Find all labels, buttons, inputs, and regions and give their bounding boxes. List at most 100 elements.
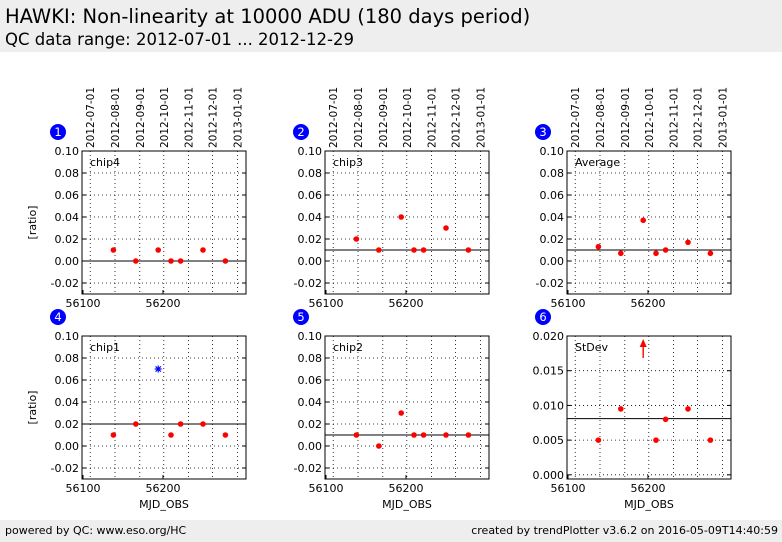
data-point[interactable] [168, 258, 174, 264]
panel-badge-number: 3 [539, 125, 546, 139]
data-point[interactable] [662, 416, 669, 423]
outlier-point[interactable] [155, 365, 162, 373]
x-tick-label: 56100 [551, 297, 586, 310]
data-point[interactable] [200, 421, 206, 427]
data-point[interactable] [653, 437, 659, 443]
data-point[interactable] [376, 247, 382, 253]
data-point[interactable] [685, 406, 691, 412]
data-point[interactable] [155, 247, 161, 253]
data-point[interactable] [618, 250, 624, 257]
data-point[interactable] [662, 247, 669, 253]
top-date-label: 2012-11-01 [427, 87, 439, 148]
data-point[interactable] [618, 406, 624, 412]
panel-label: chip4 [90, 156, 120, 169]
x-tick-label: 56100 [66, 482, 101, 495]
data-point[interactable] [133, 421, 139, 427]
data-point[interactable] [376, 443, 382, 449]
data-point[interactable] [707, 250, 714, 257]
plot-frame [324, 150, 490, 295]
panel-badge [293, 309, 309, 325]
data-point[interactable] [420, 247, 427, 253]
top-date-label: 2012-09-01 [135, 87, 147, 148]
data-point[interactable] [595, 243, 602, 250]
y-tick-label: 0.00 [55, 440, 80, 453]
data-point[interactable] [168, 432, 174, 438]
x-axis-label: MJD_OBS [624, 498, 674, 511]
y-tick-label: 0.10 [298, 145, 323, 158]
panel-label: chip1 [90, 341, 120, 354]
plot-frame [566, 335, 732, 480]
data-point[interactable] [420, 432, 427, 438]
data-point[interactable] [177, 258, 184, 264]
data-point[interactable] [640, 217, 646, 224]
y-tick-label: 0.000 [533, 469, 565, 482]
data-point[interactable] [133, 258, 139, 264]
panel-label: Average [575, 156, 620, 169]
y-tick-label: 0.08 [298, 352, 323, 365]
top-date-label: 2012-12-01 [693, 87, 705, 148]
y-tick-label: 0.020 [533, 330, 565, 343]
data-point[interactable] [200, 247, 206, 253]
data-point[interactable] [465, 247, 472, 253]
data-point[interactable] [398, 214, 405, 220]
data-point[interactable] [411, 247, 417, 253]
panel-badge-number: 2 [297, 125, 304, 139]
data-point[interactable] [222, 432, 229, 438]
top-date-label: 2012-08-01 [595, 87, 607, 148]
data-point[interactable] [353, 236, 360, 242]
x-tick-label: 56200 [389, 482, 424, 495]
data-point[interactable] [685, 239, 691, 246]
data-point[interactable] [222, 258, 229, 264]
data-point[interactable] [465, 432, 472, 438]
y-tick-label: 0.04 [540, 211, 565, 224]
offscale-arrow-head[interactable] [639, 338, 647, 347]
y-tick-label: 0.10 [55, 330, 80, 343]
y-axis-label: [ratio] [26, 391, 39, 425]
x-axis-label: MJD_OBS [139, 498, 189, 511]
data-point[interactable] [443, 225, 449, 231]
data-point[interactable] [353, 432, 360, 438]
data-point[interactable] [177, 421, 184, 427]
y-tick-label: -0.02 [51, 462, 79, 475]
panel-badge [535, 124, 551, 140]
y-tick-label: 0.06 [55, 374, 80, 387]
data-point[interactable] [653, 250, 659, 257]
footer-credit[interactable]: powered by QC: www.eso.org/HC [5, 524, 187, 537]
top-date-label: 2012-09-01 [378, 87, 390, 148]
y-tick-label: 0.10 [55, 145, 80, 158]
top-date-label: 2012-08-01 [353, 87, 365, 148]
y-tick-label: 0.06 [540, 189, 565, 202]
top-date-label: 2012-09-01 [620, 87, 632, 148]
y-axis-label: [ratio] [26, 206, 39, 240]
panel-badge [50, 124, 66, 140]
panel-badge-number: 5 [297, 310, 304, 324]
data-point[interactable] [110, 432, 117, 438]
x-tick-label: 56200 [389, 297, 424, 310]
y-tick-label: 0.10 [540, 145, 565, 158]
y-tick-label: 0.10 [298, 330, 323, 343]
y-tick-label: 0.08 [540, 167, 565, 180]
data-point[interactable] [398, 410, 405, 416]
x-tick-label: 56200 [631, 482, 666, 495]
data-point[interactable] [595, 437, 602, 443]
data-point[interactable] [411, 432, 417, 438]
panel-badge [535, 309, 551, 325]
plot-frame [81, 150, 247, 295]
y-tick-label: 0.06 [298, 189, 323, 202]
y-tick-label: 0.02 [540, 233, 565, 246]
data-point[interactable] [443, 432, 449, 438]
top-date-label: 2013-01-01 [232, 87, 244, 148]
y-tick-label: 0.00 [540, 255, 565, 268]
top-date-label: 2012-08-01 [110, 87, 122, 148]
y-tick-label: 0.00 [55, 255, 80, 268]
top-date-label: 2012-07-01 [570, 87, 582, 148]
data-point[interactable] [707, 437, 714, 443]
panel-badge [50, 309, 66, 325]
y-tick-label: 0.02 [55, 233, 80, 246]
report-title: HAWKI: Non-linearity at 10000 ADU (180 d… [5, 5, 531, 28]
data-point[interactable] [110, 247, 117, 253]
y-tick-label: 0.08 [55, 167, 80, 180]
panel-label: chip3 [333, 156, 363, 169]
x-tick-label: 56100 [66, 297, 101, 310]
